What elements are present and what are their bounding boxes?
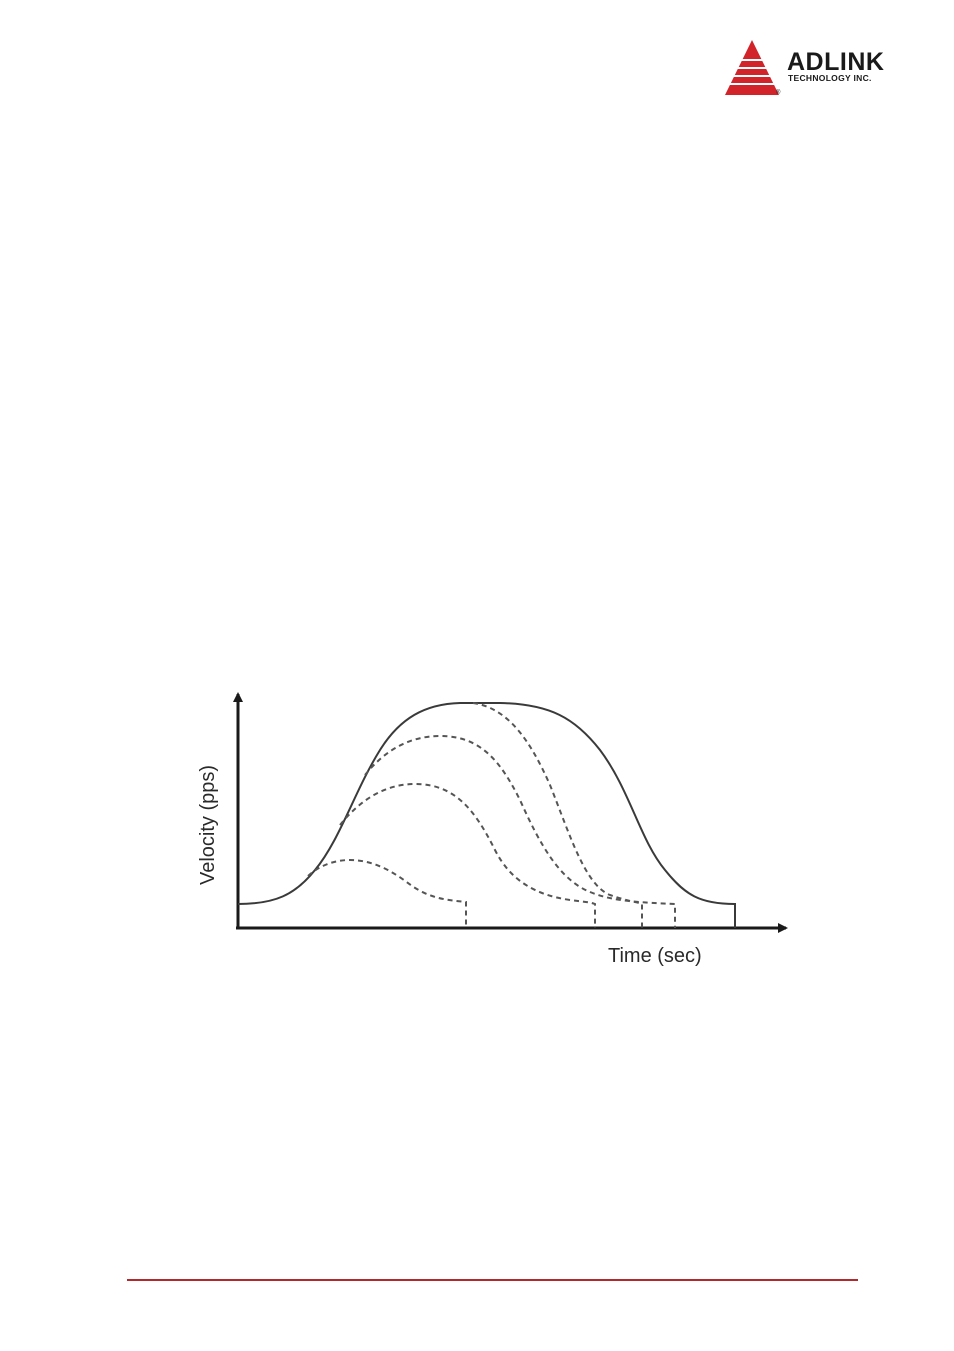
x-axis-label: Time (sec): [608, 945, 702, 967]
dashed-curve-4: [307, 858, 467, 928]
adlink-logo: ADLINK TECHNOLOGY INC. ®: [722, 38, 912, 98]
y-axis-label: Velocity (pps): [197, 765, 219, 885]
dashed-curve-2: [364, 734, 676, 928]
adlink-triangle-mark-icon: [725, 40, 779, 95]
logo-name: ADLINK: [787, 48, 885, 76]
dashed-curve-3: [339, 782, 596, 928]
full-velocity-curve: [237, 702, 736, 928]
velocity-profile-figure: Time (sec) Velocity (pps): [190, 680, 800, 980]
footer-rule: [127, 1279, 858, 1281]
logo-registered-mark: ®: [776, 90, 781, 96]
velocity-profile-diagram: Time (sec) Velocity (pps): [197, 692, 788, 967]
dashed-curve-1: [472, 702, 643, 928]
logo-subtitle: TECHNOLOGY INC.: [788, 73, 872, 83]
